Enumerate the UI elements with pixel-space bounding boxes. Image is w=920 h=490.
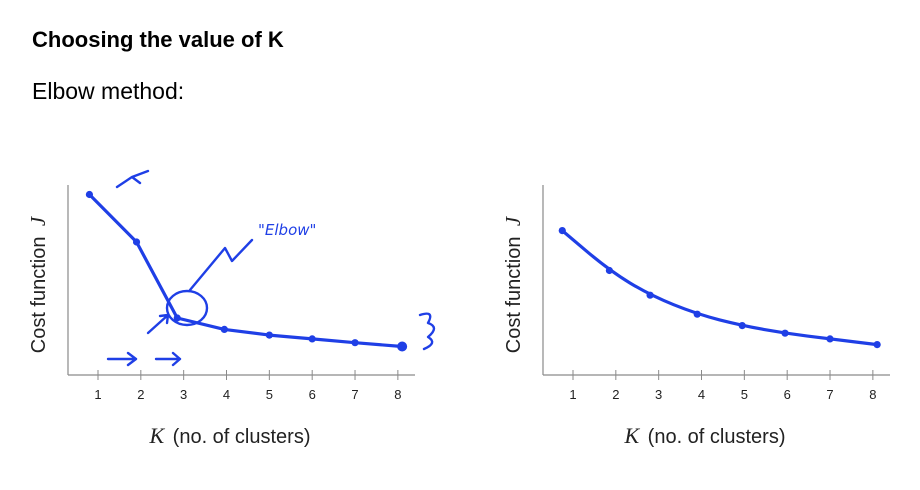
data-point xyxy=(173,314,181,322)
data-point xyxy=(693,310,701,318)
data-point xyxy=(132,238,141,246)
x-tick-label: 6 xyxy=(309,387,316,402)
data-point xyxy=(873,341,881,349)
x-tick-label: 2 xyxy=(137,387,144,402)
x-tick-label: 3 xyxy=(180,387,187,402)
x-axis-label-symbol: K xyxy=(624,423,641,448)
lower-arrow-icon xyxy=(146,313,170,335)
slide-title: Choosing the value of K xyxy=(32,27,284,52)
y-axis-label-symbol: J xyxy=(501,215,525,226)
x-tick-label: 1 xyxy=(94,387,101,402)
data-point xyxy=(220,325,228,333)
cost-series xyxy=(558,227,881,349)
data-point xyxy=(826,335,834,343)
x-axis-label-symbol: K xyxy=(149,423,166,448)
y-axis-label-text: Cost function xyxy=(28,237,50,354)
top-arrow-icon xyxy=(115,169,150,189)
cost-curve xyxy=(560,229,879,347)
y-axis-label-text: Cost function xyxy=(503,237,525,354)
x-tick-label: 3 xyxy=(655,387,662,402)
data-point xyxy=(351,339,359,347)
x-tick-label: 6 xyxy=(784,387,791,402)
x-tick-label: 8 xyxy=(394,387,401,402)
data-point xyxy=(265,331,273,339)
elbow-pointer-icon xyxy=(188,238,254,292)
x-ticks: 1 2 3 4 5 6 7 8 xyxy=(569,370,876,402)
chart-axes xyxy=(67,185,415,376)
handwritten-annotations: "Elbow" xyxy=(106,169,436,367)
x-tick-label: 7 xyxy=(351,387,358,402)
data-point xyxy=(558,227,566,235)
x-axis-label: K (no. of clusters) xyxy=(624,423,786,448)
data-point xyxy=(646,291,654,299)
x-axis-label-text: (no. of clusters) xyxy=(648,426,786,448)
elbow-circle-icon xyxy=(165,289,209,327)
x-tick-label: 1 xyxy=(569,387,576,402)
x-tick-label: 2 xyxy=(612,387,619,402)
data-point xyxy=(605,266,614,275)
elbow-annotation: "Elbow" xyxy=(258,221,316,239)
x-tick-label: 5 xyxy=(741,387,748,402)
data-point xyxy=(781,329,789,337)
x-tick-label: 4 xyxy=(698,387,705,402)
x-tick-label: 5 xyxy=(266,387,273,402)
x-tick-label: 4 xyxy=(223,387,230,402)
smooth-chart: 1 2 3 4 5 6 7 8 Cost function J K (no. of clust… xyxy=(501,185,890,448)
chart-axes xyxy=(542,185,890,376)
data-point xyxy=(397,341,408,352)
x-axis-label: K (no. of clusters) xyxy=(149,423,311,448)
squiggle-icon xyxy=(418,312,436,351)
x-axis-label-text: (no. of clusters) xyxy=(173,426,311,448)
x-tick-label: 8 xyxy=(869,387,876,402)
y-axis-label: Cost function J xyxy=(26,215,50,353)
data-point xyxy=(738,322,746,330)
y-axis-label-symbol: J xyxy=(26,215,50,226)
x-ticks: 1 2 3 4 5 6 7 8 xyxy=(94,370,401,402)
double-arrow-icon xyxy=(106,351,182,367)
cost-curve xyxy=(87,192,404,349)
x-tick-label: 7 xyxy=(826,387,833,402)
cost-series xyxy=(85,190,408,352)
data-point xyxy=(308,335,316,343)
elbow-chart: 1 2 3 4 5 6 7 8 Cost function J K (no. of clust… xyxy=(26,169,436,448)
y-axis-label: Cost function J xyxy=(501,215,525,353)
slide-subtitle: Elbow method: xyxy=(32,78,185,104)
data-point xyxy=(85,190,94,199)
